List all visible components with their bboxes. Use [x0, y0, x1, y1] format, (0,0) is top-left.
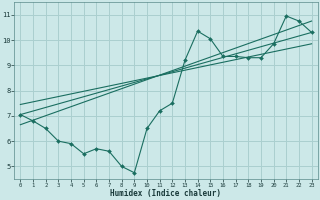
X-axis label: Humidex (Indice chaleur): Humidex (Indice chaleur)	[110, 189, 221, 198]
